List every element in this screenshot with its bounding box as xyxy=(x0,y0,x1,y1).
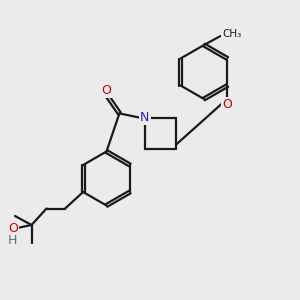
Text: O: O xyxy=(102,84,111,97)
Text: CH₃: CH₃ xyxy=(222,28,242,39)
Text: O: O xyxy=(8,221,18,235)
Text: N: N xyxy=(140,111,150,124)
Text: O: O xyxy=(222,98,232,111)
Text: H: H xyxy=(8,234,18,247)
